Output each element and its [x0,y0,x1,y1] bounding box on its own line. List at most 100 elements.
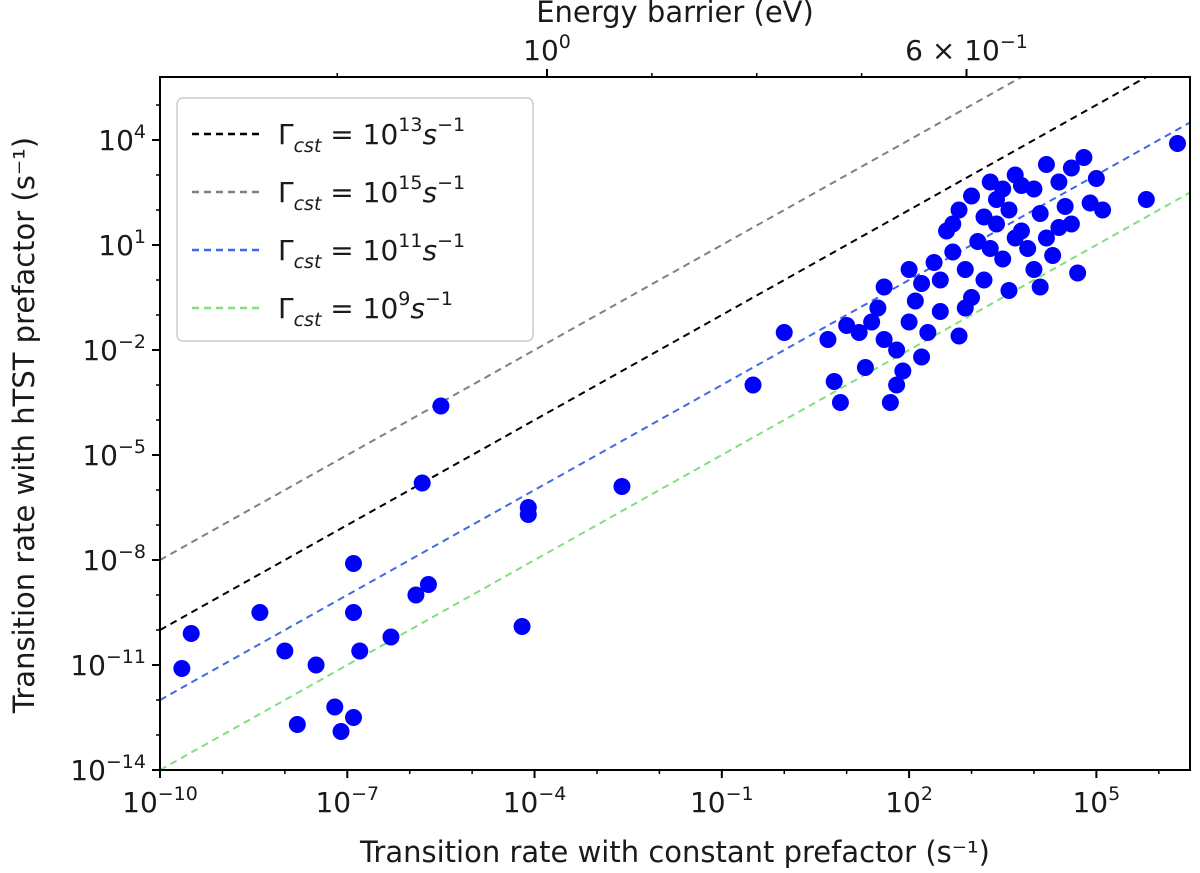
y-tick-label: 10−11 [70,646,146,682]
data-point [1031,205,1049,222]
data-point [1087,170,1105,187]
y-tick-label: 10−8 [82,541,146,577]
reference-line-0 [160,77,1149,631]
data-point [407,586,425,604]
data-point [875,331,893,348]
data-point [413,474,431,492]
data-point [969,233,987,250]
legend-label: Γcst = 1011s−1 [278,230,465,273]
data-point [1000,201,1018,219]
data-point [1000,282,1018,299]
data-point [1037,229,1055,247]
data-point [981,240,999,257]
data-point [850,324,868,341]
data-point [1050,173,1068,191]
data-point [744,376,762,394]
data-point [1037,156,1055,173]
x-tick-label: 10−10 [122,783,198,819]
data-point [276,642,294,660]
data-point [900,261,918,278]
data-point [950,327,968,345]
data-point [345,604,363,621]
data-point [1137,191,1155,208]
data-point [326,698,344,716]
data-point [1012,177,1030,194]
data-point [856,359,874,376]
data-point [825,373,843,390]
data-point [1056,198,1074,215]
data-point [913,348,931,366]
x-tick-label: 102 [885,783,933,819]
data-point [307,656,325,674]
data-point [288,716,306,733]
data-point [1025,261,1043,278]
reference-line-3 [160,191,1190,770]
x-tick-label: 10−1 [690,783,754,819]
data-point [931,303,949,320]
reference-line-1 [160,77,1024,561]
x-tick-label: 105 [1072,783,1120,819]
data-point [1019,240,1037,257]
y-tick-label: 104 [98,121,146,157]
legend-label: Γcst = 1015s−1 [278,172,465,215]
data-point [819,331,837,348]
x-tick-label: 10−4 [503,783,567,819]
reference-lines [160,77,1190,770]
data-point [419,576,437,593]
data-point [1169,135,1187,152]
data-point [987,215,1005,233]
data-point [838,317,856,334]
y-tick-label: 10−14 [70,751,146,787]
y-tick-label: 10−2 [82,331,146,367]
data-point [831,394,849,411]
data-point [351,642,369,660]
data-point [173,660,191,677]
data-point [944,243,962,261]
data-point [894,362,912,380]
data-point [956,299,974,317]
x-axis-ticks: 10−10 10−7 10−4 10−1 102 105 [122,770,1160,819]
data-point [994,250,1012,268]
y-axis-title: Transition rate with hTST prefactor (s⁻¹… [7,137,41,714]
data-point [1031,278,1049,296]
data-point [900,313,918,331]
x-tick-label: 10−7 [315,783,379,819]
data-point [775,324,793,341]
data-point [1062,159,1080,177]
data-point [1075,149,1093,166]
data-point [925,254,943,271]
data-point [919,324,937,341]
plot-frame [159,76,1191,771]
top-tick-label: 6 × 10−1 [905,31,1028,67]
data-point [881,394,899,411]
data-point [432,397,450,415]
data-point [956,261,974,278]
data-point [1081,194,1099,212]
data-point [994,180,1012,198]
x-axis-title: Transition rate with constant prefactor … [359,835,990,869]
data-point [1006,229,1024,247]
data-point [963,187,981,205]
data-point [875,278,893,296]
data-point [981,173,999,191]
data-points [173,135,1187,740]
data-point [345,555,363,572]
data-point [863,313,881,331]
data-point [906,292,924,310]
legend-box [176,97,534,342]
data-point [1062,215,1080,233]
data-point [251,604,269,621]
data-point [182,625,200,642]
data-point [382,628,400,646]
data-point [944,215,962,233]
data-point [950,201,968,219]
data-point [888,376,906,394]
data-point [513,618,531,635]
y-tick-label: 101 [98,226,146,262]
data-point [931,271,949,289]
data-point [1069,264,1087,282]
top-axis-ticks: 2 × 1001006 × 10−1 [336,31,1028,77]
data-point [888,341,906,359]
